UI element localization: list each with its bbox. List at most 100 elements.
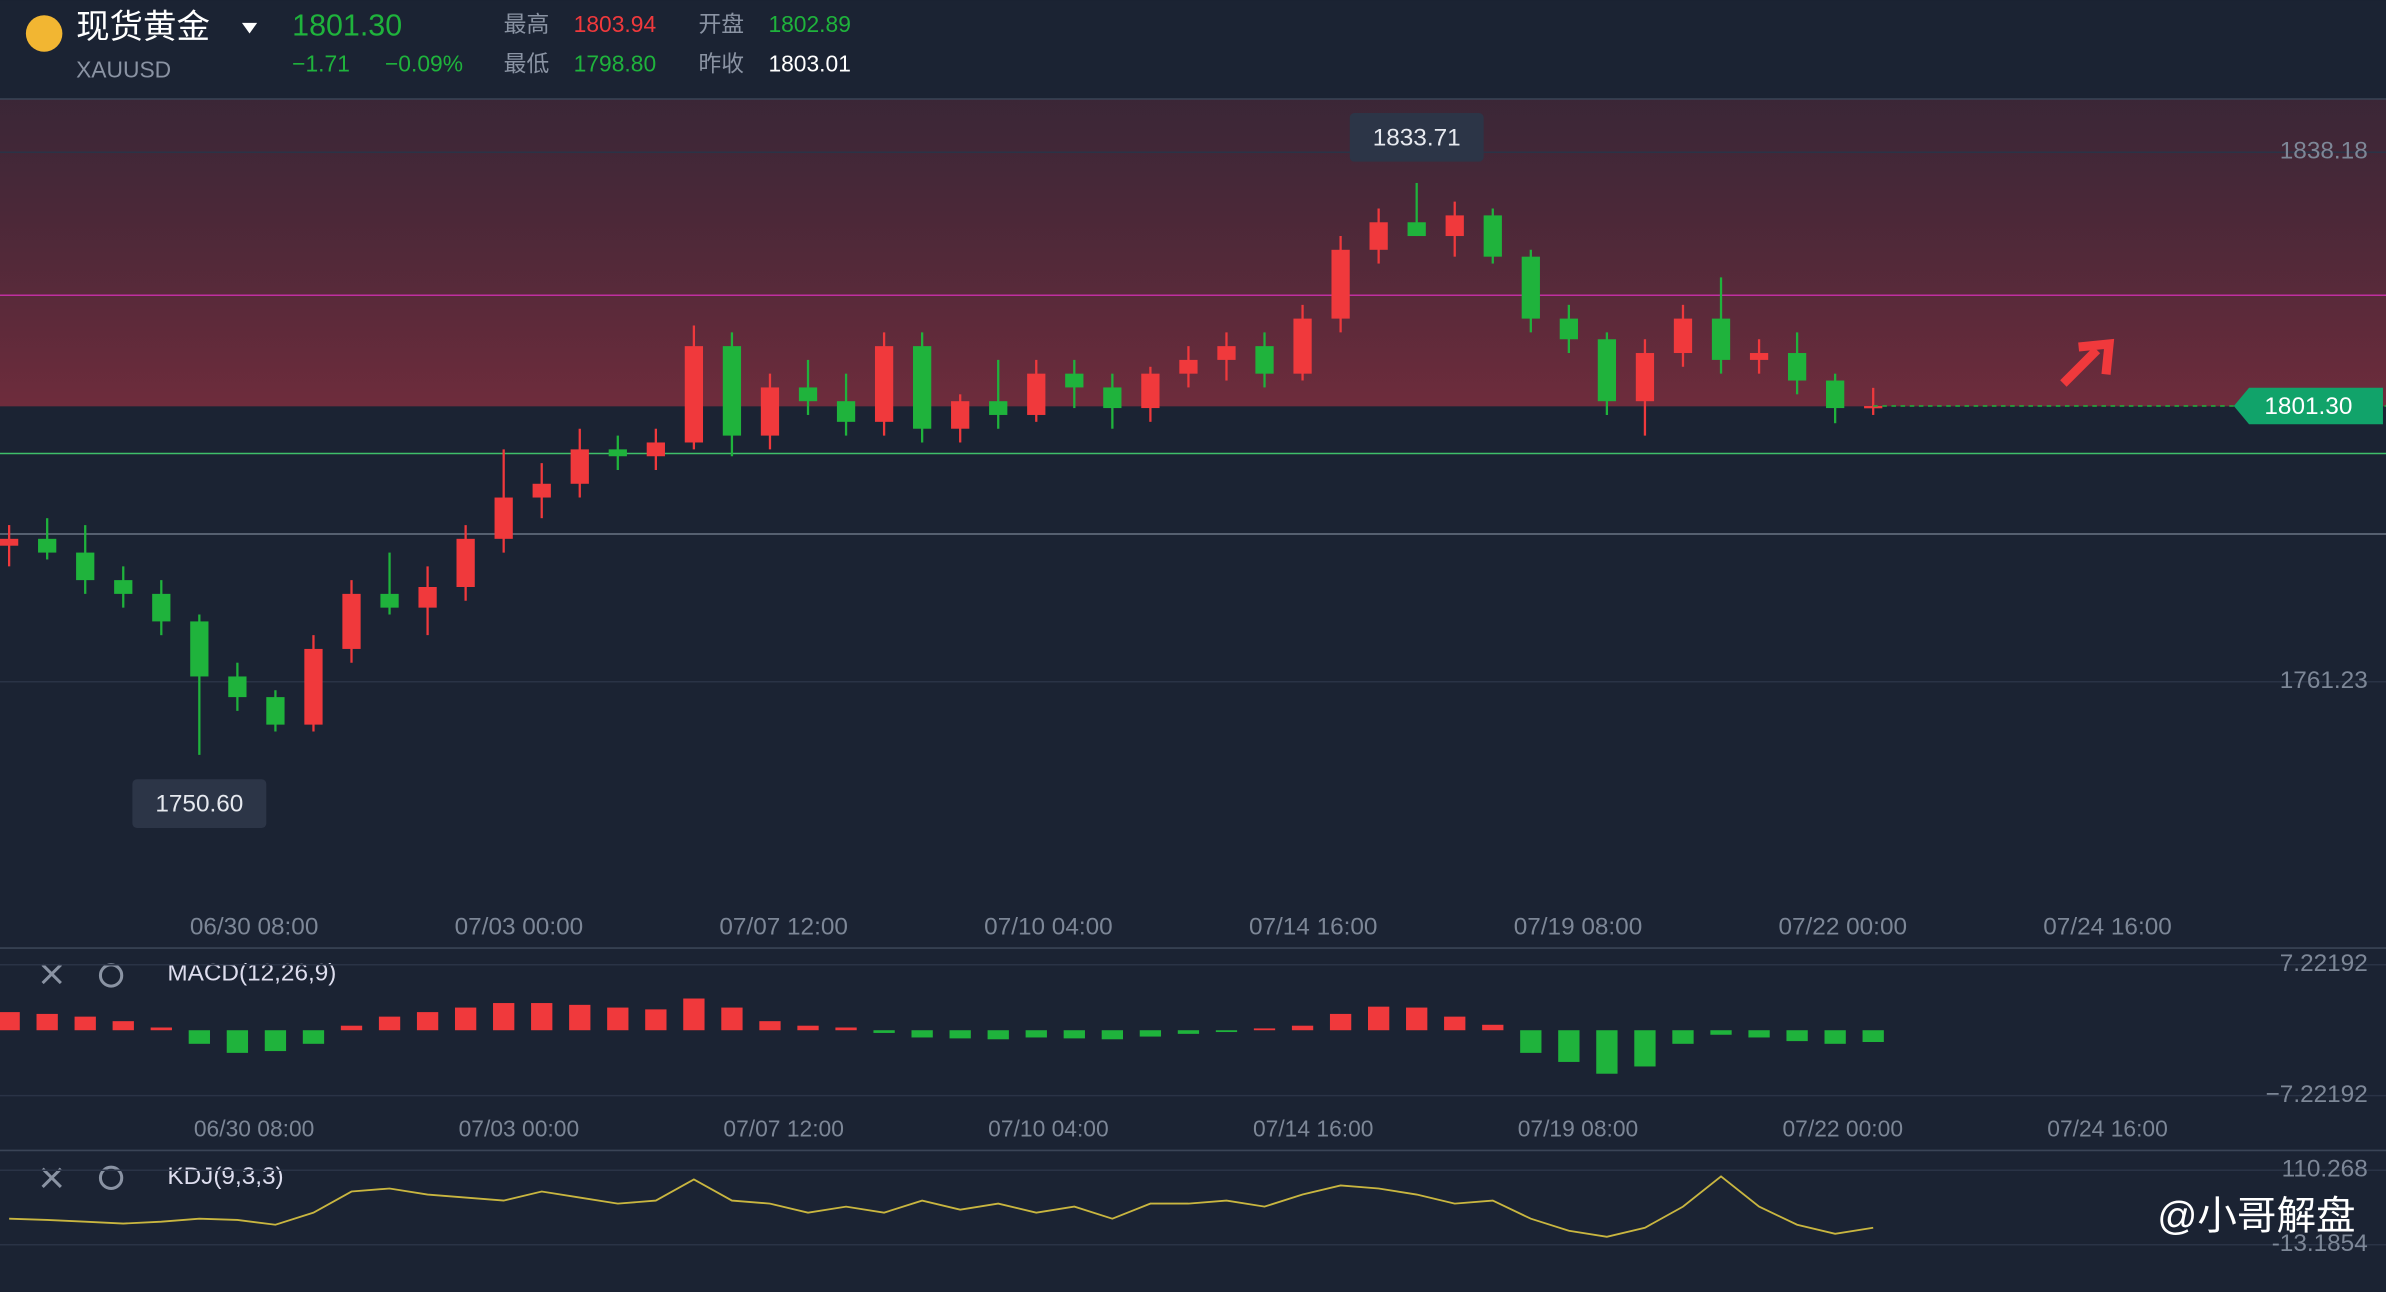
x-tick-label: 07/22 00:00 [1783,1116,1904,1142]
candle-body [798,387,818,402]
candle-body [1826,380,1845,409]
macd-bar [949,1030,971,1039]
macd-bar [1063,1030,1085,1039]
candle-body [1065,373,1084,388]
macd-bar [569,1004,591,1031]
annotation: 1750.60 [155,791,243,818]
candle-body [114,580,133,594]
x-tick-label: 06/30 08:00 [194,1116,315,1142]
price: 1801.30 [292,8,402,42]
candle-body [684,346,704,443]
macd-bar [797,1025,819,1031]
up-arrow [2060,338,2115,387]
x-tick-label: 07/22 00:00 [1778,914,1907,941]
low: 1798.80 [574,51,656,77]
macd-bar [188,1030,210,1044]
candle-body [722,346,742,436]
candle-body [1521,256,1540,319]
macd-bar [1215,1030,1238,1033]
x-tick-label: 07/19 08:00 [1514,914,1643,941]
candle-body [1141,373,1160,409]
candle-body [152,593,171,622]
resistance-zone [0,98,2386,407]
label: 开盘 [698,11,744,37]
candle-body [494,497,513,539]
annotation-box [132,779,267,828]
macd-bar [264,1030,287,1052]
candle-body [1255,346,1274,374]
macd-bar [1786,1030,1808,1042]
y-tick-label: 1761.23 [2280,667,2368,694]
candle-body [1293,318,1312,374]
annotation-box [1349,112,1484,162]
candle-body [456,538,475,587]
x-tick-label: 07/03 00:00 [459,1116,580,1142]
x-tick-label: 07/14 16:00 [1253,1116,1374,1142]
open: 1802.89 [768,11,850,37]
x-tick-label: 07/10 04:00 [988,1116,1109,1142]
candle-body [608,449,627,457]
x-tick-label: 07/14 16:00 [1249,914,1378,941]
candle-body [836,401,856,422]
macd-bar [645,1009,667,1031]
macd-bar [454,1007,477,1031]
kdj-line [9,1175,1874,1238]
macd-bar [1406,1007,1428,1031]
candle-body [1027,373,1046,415]
change: −1.71 [292,51,350,77]
x-tick-label: 07/03 00:00 [455,914,584,941]
candle-body [989,401,1008,415]
candle-body [1749,353,1769,360]
macd-bar [607,1007,629,1031]
macd-bar [1862,1030,1884,1043]
macd-bar [226,1030,249,1053]
watermark: @小哥解盘 [2157,1194,2355,1238]
macd-bar [531,1003,553,1031]
x-tick-label: 07/24 16:00 [2043,914,2172,941]
candle-body [0,538,19,546]
candle-body [874,346,894,422]
macd-bar [1672,1030,1694,1044]
annotation: 1833.71 [1373,124,1461,151]
macd-bar [873,1030,895,1033]
x-tick-label: 07/10 04:00 [984,914,1113,941]
settings-button[interactable] [98,1165,124,1191]
macd-bar [1634,1030,1656,1067]
x-tick-label: 06/30 08:00 [190,914,319,941]
close-button[interactable] [41,1167,62,1189]
candle-body [1559,318,1578,340]
x-tick-label: 07/07 12:00 [719,914,848,941]
x-tick-label: 07/24 16:00 [2047,1116,2168,1142]
candle-body [913,346,932,429]
change-pct: −0.09% [385,51,463,77]
candle-body [760,387,780,436]
candle-body [38,538,57,553]
macd-bar [1367,1006,1390,1031]
macd-bar [1558,1030,1580,1062]
candle-body [1103,387,1122,409]
macd-bar [1710,1030,1732,1035]
instrument-name: 现货黄金 [76,9,210,46]
macd-bar [1596,1030,1618,1074]
y-tick-label: 110.268 [2282,1156,2368,1183]
candle-body [342,593,361,649]
x-tick-label: 07/07 12:00 [723,1116,844,1142]
price-tag [2233,387,2383,425]
y-tick-label: 1838.18 [2280,138,2368,165]
macd-bar [0,1012,20,1031]
candle-body [418,586,437,608]
candle-body [1407,222,1426,237]
candle-body [1483,215,1502,257]
macd-bar [683,998,705,1031]
candle-body [76,552,95,581]
candle-body [1179,359,1198,374]
macd-bar [1291,1025,1314,1031]
macd-bar [36,1013,58,1031]
dropdown-arrow[interactable] [241,22,258,34]
candle-body [266,697,285,725]
candle-body [646,442,665,457]
panel-title: MACD(12,26,9) [167,959,336,986]
close-button[interactable] [41,963,62,985]
